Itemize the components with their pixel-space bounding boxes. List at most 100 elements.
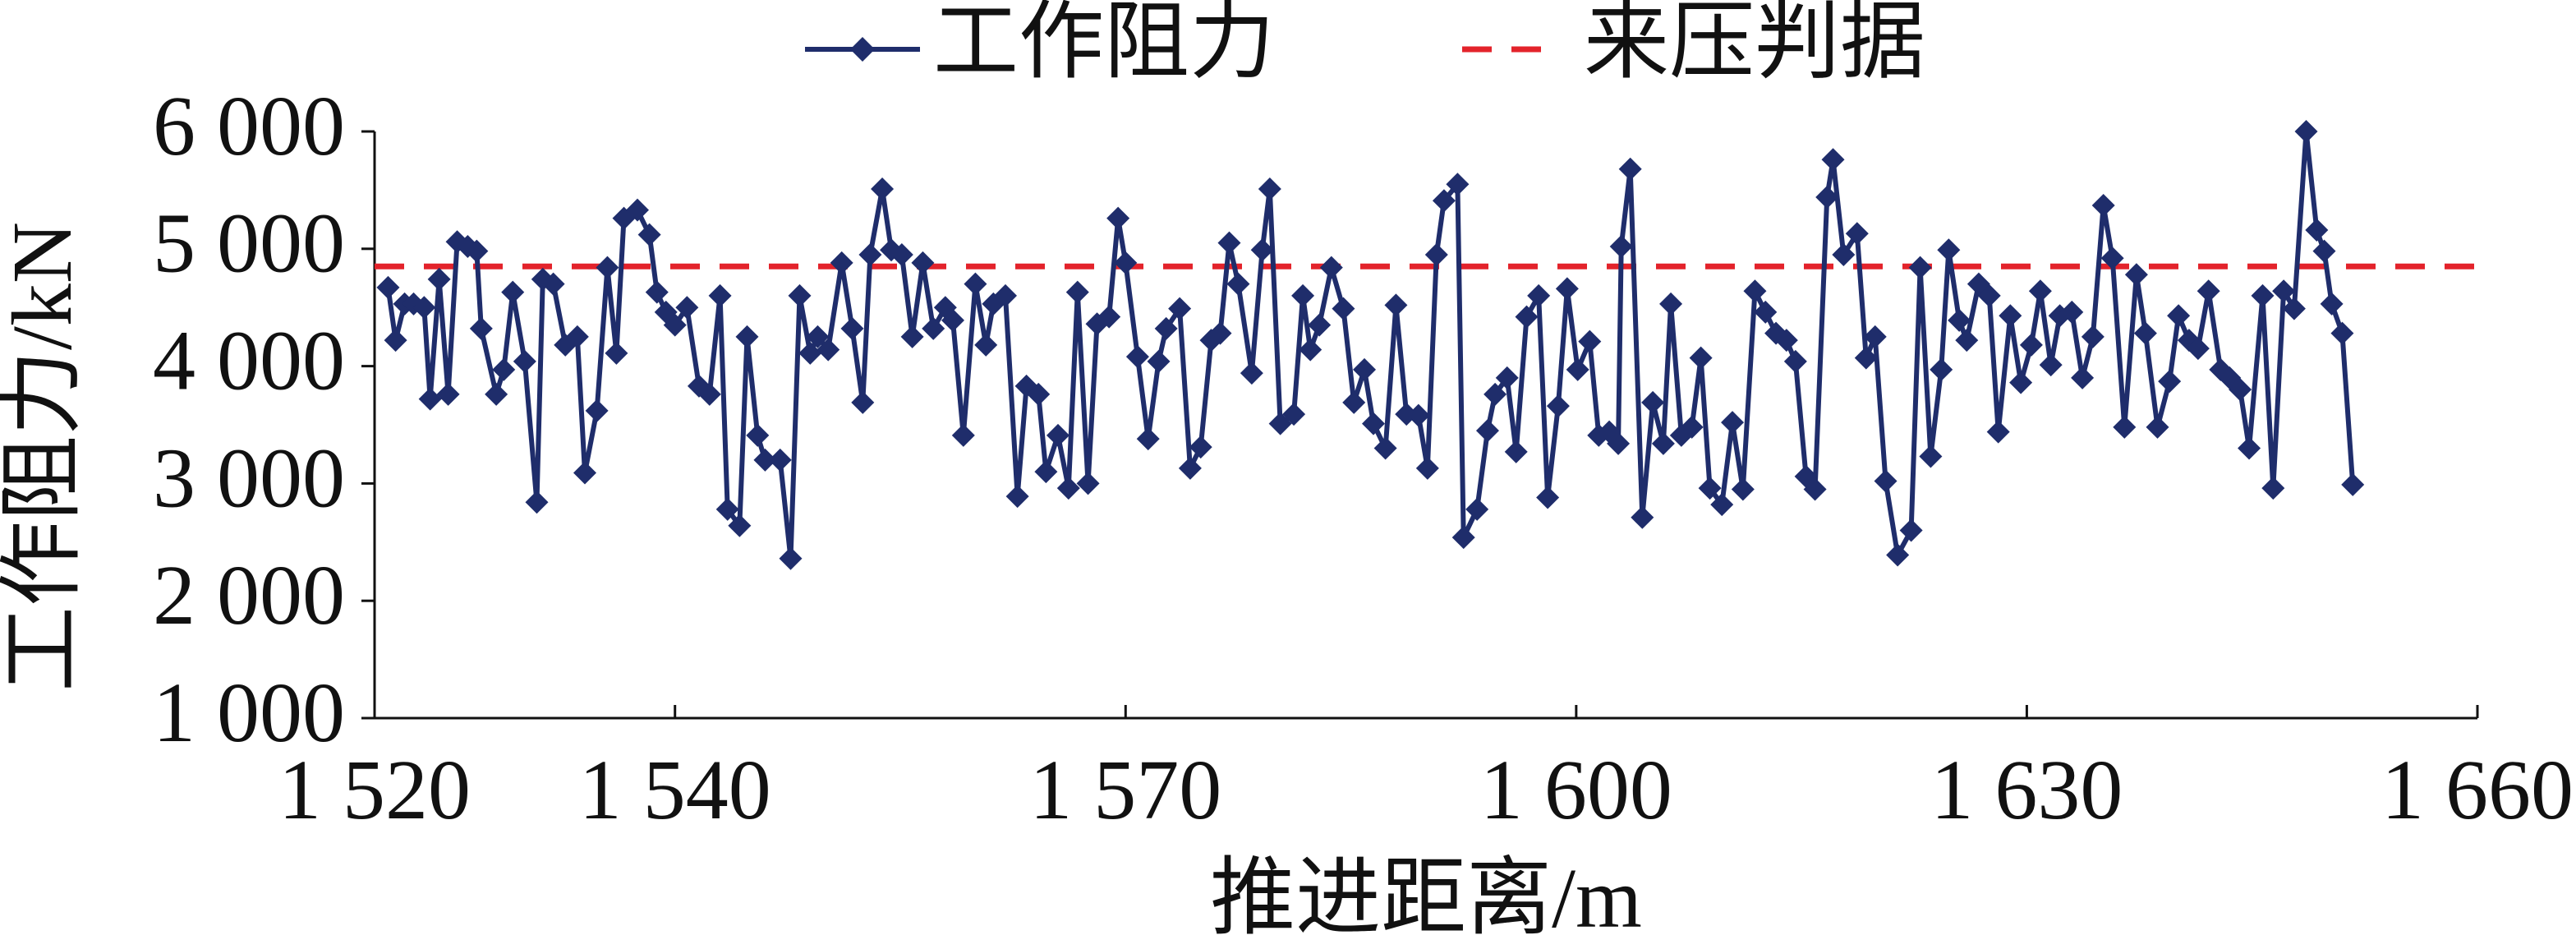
data-point (645, 280, 669, 304)
y-tick-label: 5 000 (153, 196, 345, 291)
data-point (1154, 316, 1178, 340)
data-point (753, 448, 777, 472)
y-tick-label: 2 000 (153, 548, 345, 643)
data-point (1555, 277, 1579, 301)
data-point (1451, 526, 1475, 550)
data-point (1056, 477, 1080, 500)
data-point (2272, 279, 2296, 303)
data-point (1609, 234, 1633, 258)
data-point (1465, 497, 1489, 521)
data-point (1815, 185, 1839, 209)
data-point (2113, 415, 2137, 439)
data-point (2330, 321, 2354, 345)
data-point (436, 382, 460, 406)
data-point (573, 461, 596, 485)
data-point (1721, 411, 1745, 435)
data-point (2282, 297, 2306, 320)
data-point (2146, 415, 2169, 439)
data-point (2196, 279, 2220, 303)
data-point (2028, 279, 2052, 303)
data-point (1308, 313, 1332, 337)
data-point (1783, 349, 1807, 373)
data-point (806, 325, 830, 348)
data-point (2039, 353, 2063, 377)
data-point (596, 256, 619, 279)
data-point (1342, 390, 1366, 414)
data-point (501, 280, 525, 304)
data-point (735, 325, 759, 348)
data-point (1731, 477, 1755, 501)
data-point (964, 272, 987, 296)
data-point (1189, 435, 1212, 459)
data-point (840, 316, 864, 340)
data-point (1268, 412, 1292, 435)
data-point (1874, 469, 1898, 493)
data-point (541, 272, 565, 296)
data-point (1424, 242, 1448, 266)
data-point (2100, 246, 2124, 270)
data-point (1689, 346, 1713, 370)
data-point (675, 296, 699, 320)
data-point (1332, 297, 1355, 320)
data-point (1651, 431, 1675, 455)
data-point (1258, 177, 1281, 200)
data-point (746, 423, 770, 447)
data-point (1406, 403, 1430, 427)
data-point (525, 491, 549, 514)
data-point (1076, 472, 1100, 495)
x-tick-label: 1 520 (278, 743, 471, 837)
data-point (412, 296, 436, 320)
data-point (1863, 325, 1887, 348)
x-tick-label: 1 630 (1930, 743, 2123, 837)
data-point (1299, 338, 1322, 362)
data-point (1886, 543, 1910, 567)
data-point (768, 448, 792, 472)
data-point (798, 341, 822, 365)
data-point (637, 223, 661, 246)
legend-label: 工作阻力 (933, 0, 1275, 90)
data-point (2320, 292, 2344, 316)
data-point (1106, 206, 1130, 230)
data-point (1415, 456, 1439, 480)
data-point (418, 387, 442, 411)
data-point (1125, 345, 1149, 369)
data-point (1999, 304, 2022, 328)
data-point (2238, 436, 2261, 460)
data-point (1291, 283, 1315, 307)
y-tick-label: 3 000 (153, 431, 345, 525)
data-point (2060, 300, 2084, 324)
data-point (2071, 366, 2095, 389)
data-point (485, 382, 508, 406)
data-point (1566, 357, 1589, 381)
data-point (1097, 305, 1121, 329)
x-axis-title: 推进距离/m (1210, 851, 1642, 946)
data-point (1005, 485, 1029, 509)
data-point (2341, 472, 2365, 496)
data-point (1607, 431, 1631, 455)
y-tick-label: 6 000 (153, 79, 345, 173)
data-point (1319, 256, 1343, 279)
data-point (2251, 283, 2275, 307)
data-point (900, 325, 924, 348)
legend-label: 来压判据 (1584, 0, 1925, 90)
y-tick-label: 4 000 (153, 313, 345, 408)
data-point (1631, 505, 1654, 529)
data-point (605, 341, 628, 365)
data-point (1046, 423, 1070, 447)
data-point (1208, 321, 1232, 345)
data-point (1754, 300, 1778, 324)
data-point (2305, 218, 2329, 242)
data-point (1641, 390, 1665, 414)
data-point (1845, 222, 1869, 246)
data-point (1147, 349, 1171, 373)
data-point (1446, 173, 1470, 196)
data-point (1515, 305, 1539, 329)
data-point (1536, 486, 1560, 509)
x-tick-label: 1 540 (579, 743, 771, 837)
data-point (626, 198, 649, 222)
data-point (1977, 283, 2001, 307)
data-point (1680, 415, 1704, 439)
data-point (1986, 420, 2010, 444)
data-point (1948, 308, 1971, 332)
